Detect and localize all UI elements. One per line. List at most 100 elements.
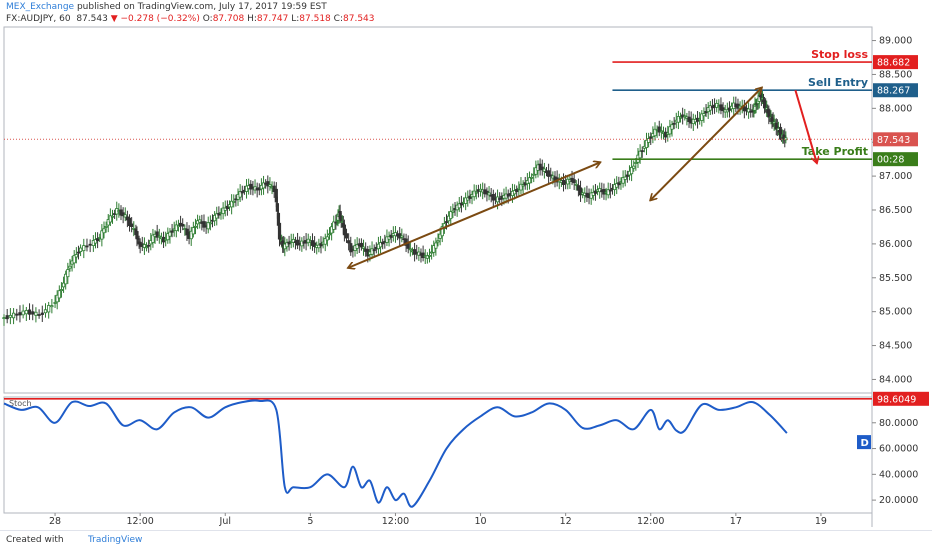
candle[interactable] [325,236,329,241]
candle[interactable] [330,226,334,234]
candle[interactable] [142,244,147,248]
candle[interactable] [230,200,234,208]
candle[interactable] [272,185,276,192]
candle[interactable] [15,313,19,316]
candle[interactable] [104,225,108,228]
candle[interactable] [359,242,364,248]
candle[interactable] [66,269,70,278]
candle[interactable] [157,235,161,238]
candle[interactable] [274,188,278,203]
candle[interactable] [634,162,638,164]
candle[interactable] [275,203,279,212]
candle[interactable] [285,242,289,248]
candle[interactable] [68,265,72,269]
candle[interactable] [474,191,478,194]
candle[interactable] [144,246,149,249]
candle[interactable] [110,215,115,218]
candle[interactable] [617,182,621,186]
candle[interactable] [361,246,366,249]
candle[interactable] [151,234,155,243]
candle[interactable] [93,239,98,244]
candle[interactable] [408,248,412,251]
candle[interactable] [88,243,92,246]
candle[interactable] [632,165,636,169]
candle[interactable] [74,254,78,258]
candle[interactable] [436,240,440,243]
candle[interactable] [147,244,151,247]
candle[interactable] [444,221,449,223]
candle[interactable] [166,233,170,241]
candle[interactable] [572,179,576,184]
candle[interactable] [47,305,51,313]
candle[interactable] [347,240,351,244]
main-pane[interactable]: 89.00088.50088.00087.50087.00086.50086.0… [2,26,918,527]
candle[interactable] [261,182,266,189]
candle[interactable] [130,223,134,227]
candle[interactable] [2,317,6,319]
candle[interactable] [132,227,136,230]
candle[interactable] [155,231,159,238]
candle[interactable] [78,247,83,252]
candle[interactable] [313,242,317,247]
annotation-arrow[interactable] [349,163,600,268]
candle[interactable] [59,289,64,292]
candle[interactable] [11,312,16,319]
candle[interactable] [232,200,236,203]
candle[interactable] [644,139,649,148]
candle[interactable] [434,242,438,249]
candle[interactable] [85,245,89,248]
candle[interactable] [191,227,195,235]
candle[interactable] [72,255,76,264]
candle[interactable] [291,238,295,243]
candle[interactable] [427,254,432,257]
candle[interactable] [64,273,68,285]
candle[interactable] [181,223,185,227]
candle[interactable] [102,228,106,234]
price-chart[interactable]: 89.00088.50088.00087.50087.00086.50086.0… [0,0,932,530]
candle[interactable] [24,310,28,315]
candle[interactable] [176,225,181,228]
candle[interactable] [451,210,455,213]
candle[interactable] [323,238,327,245]
candle[interactable] [530,176,534,179]
candle[interactable] [170,230,174,233]
candle[interactable] [198,219,202,223]
candle[interactable] [240,191,244,194]
candle[interactable] [193,225,198,228]
candle[interactable] [31,311,35,315]
candle[interactable] [268,184,272,187]
candle[interactable] [174,224,178,232]
candle[interactable] [27,309,32,315]
candle[interactable] [43,309,48,314]
candle[interactable] [625,174,629,177]
candle[interactable] [238,191,242,198]
candle[interactable] [487,192,491,196]
candle[interactable] [206,222,210,230]
candle[interactable] [287,241,291,245]
candle[interactable] [127,217,132,226]
candle[interactable] [189,230,193,240]
candle[interactable] [100,230,104,240]
candle[interactable] [638,150,642,159]
candle[interactable] [621,177,625,184]
candle[interactable] [217,212,221,216]
candle[interactable] [82,245,86,252]
candle[interactable] [332,221,336,230]
candle[interactable] [400,235,404,238]
candle[interactable] [702,113,706,117]
candle[interactable] [223,207,227,211]
candle[interactable] [574,183,578,186]
candle[interactable] [659,130,663,133]
candle[interactable] [372,249,376,252]
candle[interactable] [649,136,653,139]
candle[interactable] [21,310,25,316]
candle[interactable] [672,122,676,125]
candle[interactable] [40,312,44,315]
candle[interactable] [319,243,323,247]
candle[interactable] [678,116,683,119]
candle[interactable] [225,205,229,210]
candle[interactable] [76,251,81,254]
candle[interactable] [8,314,12,318]
candle[interactable] [18,312,22,316]
candle[interactable] [5,315,9,320]
